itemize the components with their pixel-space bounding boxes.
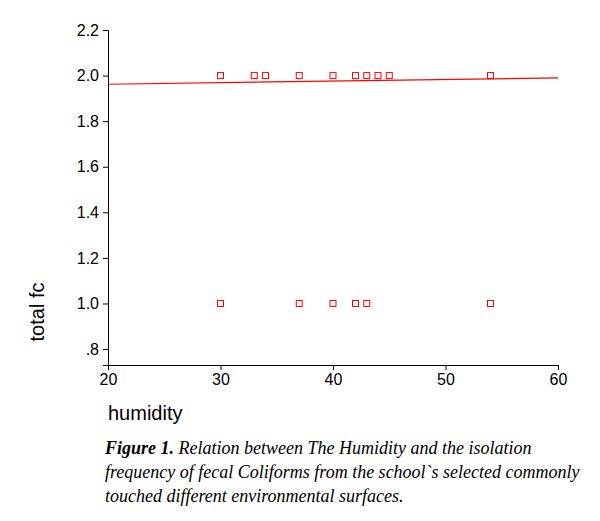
point: [218, 73, 224, 79]
tick-label: 1.4: [77, 204, 99, 221]
y-axis: .8 1.0 1.2 1.4 1.6 1.8 2.0 2.2: [77, 22, 109, 366]
tick: 60: [550, 365, 568, 388]
tick-label: .8: [86, 341, 99, 358]
marks: [108, 73, 558, 307]
tick-mark: [103, 30, 108, 31]
point: [330, 73, 336, 79]
point: [353, 300, 359, 306]
tick: 40: [325, 365, 343, 388]
tick-mark: [103, 258, 108, 259]
point: [488, 300, 494, 306]
tick-mark: [333, 365, 334, 370]
tick: 2.2: [77, 22, 108, 39]
tick-label: 1.0: [77, 295, 99, 312]
point: [364, 300, 370, 306]
x-axis: 20 30 40 50 60: [100, 365, 568, 388]
chart: 20 30 40 50 60 .8 1.0 1.2 1.4 1.6 1.8 2.0 2.2 humidit…: [0, 0, 600, 430]
fit-line: [108, 78, 558, 84]
point: [364, 73, 370, 79]
tick-mark: [103, 303, 108, 304]
tick-label: 20: [100, 371, 118, 388]
point: [375, 73, 381, 79]
tick-mark: [103, 349, 108, 350]
tick: 1.4: [77, 204, 108, 221]
tick-label: 1.8: [77, 113, 99, 130]
point: [296, 300, 302, 306]
tick: 1.2: [77, 250, 108, 267]
point: [296, 73, 302, 79]
point: [386, 73, 392, 79]
caption-label: Figure 1.: [105, 438, 174, 458]
axis-line: [103, 31, 109, 366]
point: [263, 73, 269, 79]
tick-mark: [103, 167, 108, 168]
tick: 30: [212, 365, 230, 388]
point: [330, 300, 336, 306]
x-axis-title: humidity: [108, 402, 182, 424]
point: [251, 73, 257, 79]
tick-mark: [221, 365, 222, 370]
caption: Figure 1. Relation between The Humidity …: [105, 436, 587, 508]
tick-mark: [103, 121, 108, 122]
tick: .8: [86, 341, 108, 358]
tick-mark: [103, 212, 108, 213]
tick-label: 40: [325, 371, 343, 388]
tick: 1.6: [77, 158, 108, 175]
tick-label: 2.2: [77, 22, 99, 39]
tick-label: 30: [212, 371, 230, 388]
tick-label: 50: [437, 371, 455, 388]
tick-label: 60: [550, 371, 568, 388]
tick-mark: [103, 76, 108, 77]
point: [353, 73, 359, 79]
tick: 20: [100, 365, 118, 388]
axis-line: [109, 366, 559, 371]
tick: 1.8: [77, 113, 108, 130]
y-axis-title: total fc: [26, 283, 48, 342]
tick: 2.0: [77, 67, 108, 84]
caption-text: Relation between The Humidity and the is…: [105, 438, 580, 506]
tick: 50: [437, 365, 455, 388]
tick-mark: [558, 365, 559, 370]
point: [218, 300, 224, 306]
space: [174, 438, 179, 458]
tick: 1.0: [77, 295, 108, 312]
point: [488, 73, 494, 79]
tick-mark: [446, 365, 447, 370]
tick-label: 1.6: [77, 158, 99, 175]
tick-label: 1.2: [77, 250, 99, 267]
tick-label: 2.0: [77, 67, 99, 84]
